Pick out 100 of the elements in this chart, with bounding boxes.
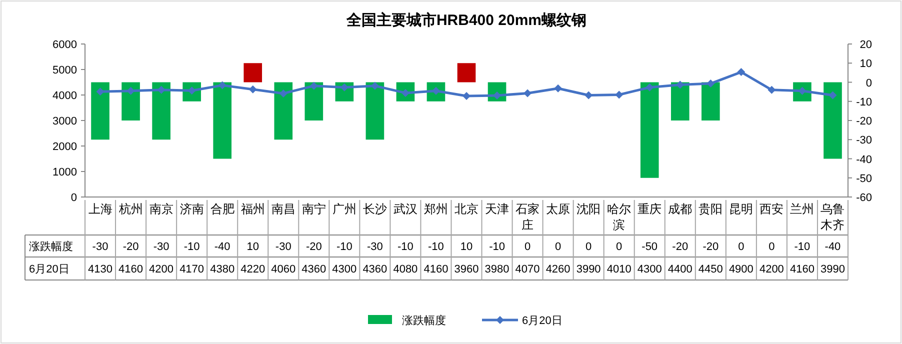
data-label: -10	[794, 241, 810, 253]
data-label: -30	[275, 241, 292, 253]
y2-tick-label: 10	[860, 58, 872, 70]
data-label: 3960	[454, 264, 479, 276]
y-tick-label: 2000	[52, 141, 77, 153]
x-tick-label: 郑州	[424, 202, 448, 216]
x-tick-label: 成都	[668, 202, 692, 216]
y-tick-label: 1000	[52, 166, 77, 178]
data-label: -20	[672, 241, 688, 253]
data-label: 4900	[728, 264, 754, 276]
y2-tick-label: -30	[856, 134, 872, 147]
x-tick-label: 上海	[88, 202, 112, 216]
data-label: -20	[122, 241, 139, 253]
data-label: 4160	[118, 264, 144, 276]
y2-tick-label: -50	[856, 172, 872, 185]
data-label: -20	[702, 241, 719, 253]
data-label: 4200	[149, 264, 174, 276]
data-label: -10	[398, 241, 414, 253]
y2-tick-label: -60	[856, 192, 872, 204]
y2-tick-label: 0	[866, 77, 872, 90]
data-label: 0	[586, 241, 592, 253]
data-label: 0	[554, 241, 562, 253]
x-tick-label: 北京	[454, 202, 478, 216]
data-label: 3990	[820, 264, 845, 276]
data-label: 4010	[606, 264, 632, 276]
y2-tick-label: -20	[856, 116, 872, 128]
point	[828, 91, 837, 100]
text: 6月20日	[29, 264, 70, 276]
data-label: 4380	[210, 264, 235, 276]
data-label: 4080	[393, 264, 418, 276]
point	[768, 86, 776, 94]
data-label: 0	[738, 241, 744, 253]
data-label: -10	[428, 241, 444, 253]
point	[524, 89, 532, 98]
x-tick-label: 长沙	[362, 202, 387, 216]
data-label: 4200	[759, 264, 784, 276]
y-tick-label: 4000	[52, 90, 77, 102]
y2-tick-label: 20	[860, 39, 872, 51]
data-label: -30	[366, 241, 383, 253]
point	[96, 88, 104, 96]
data-label: -30	[153, 241, 170, 253]
point	[676, 80, 684, 89]
x-tick-label: 贵阳	[698, 202, 723, 216]
data-label: 4170	[180, 264, 204, 276]
x-tick-label: 济南	[180, 202, 204, 216]
data-label: 3990	[576, 264, 601, 276]
data-label: 4300	[332, 264, 357, 276]
data-label: 4130	[88, 264, 112, 276]
data-label: 4300	[637, 264, 662, 276]
data-label: 3980	[484, 264, 510, 276]
data-label: 4070	[515, 264, 540, 276]
x-tick-label: 石家庄	[516, 202, 540, 232]
data-label: 4450	[698, 264, 723, 276]
x-tick-label: 天津	[485, 202, 510, 216]
x-tick-label: 兰州	[790, 202, 814, 216]
data-label: -40	[824, 241, 841, 253]
data-label: -10	[489, 241, 505, 253]
point	[310, 82, 318, 90]
point	[157, 86, 166, 94]
y-tick-label: 5000	[52, 64, 77, 76]
data-label: -50	[642, 241, 658, 253]
x-tick-label: 沈阳	[576, 202, 601, 216]
y2-tick-label: -10	[856, 96, 872, 108]
data-label: -20	[306, 241, 322, 253]
x-tick-label: 太原	[546, 202, 570, 216]
chart-title: 全国主要城市HRB400 20mm螺纹钢	[345, 11, 587, 29]
point	[646, 83, 654, 92]
x-tick-label: 广州	[332, 202, 356, 216]
data-label: 4220	[240, 264, 266, 276]
x-tick-label: 杭州	[118, 202, 143, 216]
point	[737, 68, 746, 76]
point	[462, 92, 470, 100]
x-tick-label: 福州	[240, 202, 265, 216]
point	[218, 81, 226, 90]
data-label: 4360	[362, 264, 388, 276]
x-tick-label: 重庆	[638, 202, 662, 216]
legend-label: 涨跌幅度	[402, 314, 446, 327]
data-label: 4260	[546, 264, 570, 276]
x-tick-label: 西安	[760, 202, 784, 216]
data-label: 4160	[424, 264, 448, 276]
data-label: -30	[92, 241, 108, 253]
x-tick-label: 南宁	[302, 202, 326, 216]
data-label: 4400	[668, 264, 692, 276]
y-tick-label: 6000	[52, 39, 77, 51]
point	[279, 89, 288, 98]
data-label: 0	[524, 241, 531, 253]
point	[615, 90, 624, 99]
data-label: 4160	[790, 264, 814, 276]
x-tick-label: 武汉	[393, 202, 418, 216]
y-tick-label: 0	[70, 192, 77, 204]
data-label: 0	[616, 241, 622, 253]
x-tick-label: 昆明	[729, 202, 754, 216]
data-label: 10	[460, 241, 473, 253]
x-tick-label: 乌鲁木齐	[820, 202, 845, 232]
y2-tick-label: -40	[856, 154, 872, 166]
x-tick-label: 合肥	[210, 202, 234, 216]
x-tick-label: 哈尔滨	[607, 202, 632, 232]
data-label: 10	[246, 241, 259, 253]
point	[706, 80, 715, 88]
legend-label: 6月20日	[522, 315, 562, 327]
